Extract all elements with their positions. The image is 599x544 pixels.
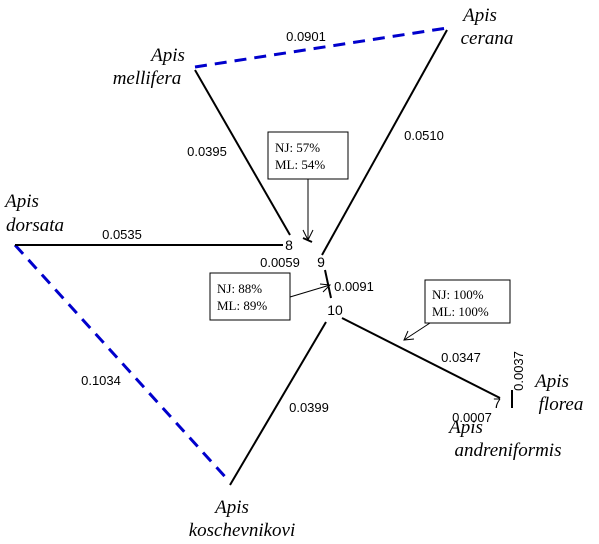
species-genus: Apis bbox=[461, 5, 497, 26]
arrow bbox=[289, 284, 331, 298]
species-name: mellifera bbox=[113, 68, 182, 89]
branch bbox=[229, 321, 327, 486]
node-label: 10 bbox=[327, 302, 343, 318]
branch bbox=[341, 317, 501, 399]
species-name: andreniformis bbox=[455, 440, 562, 461]
arrow-head bbox=[319, 283, 332, 293]
species-genus: Apis bbox=[533, 371, 569, 392]
support-nj: NJ: 100% bbox=[432, 287, 484, 302]
branch-length: 0.0399 bbox=[289, 400, 329, 415]
branch-length: 0.1034 bbox=[81, 373, 121, 388]
arrow bbox=[403, 322, 431, 341]
support-nj: NJ: 57% bbox=[275, 140, 320, 155]
branch-length: 0.0037 bbox=[511, 351, 526, 391]
dashed-link bbox=[194, 26, 448, 69]
species-name: koschevnikovi bbox=[189, 520, 296, 541]
species-genus: Apis bbox=[447, 417, 483, 438]
branch-length: 0.0510 bbox=[404, 128, 444, 143]
arrow-head bbox=[403, 330, 415, 341]
species-name: cerana bbox=[461, 28, 514, 49]
branch-length: 0.0091 bbox=[334, 279, 374, 294]
species-genus: Apis bbox=[213, 497, 249, 518]
branch-length: 0.0007 bbox=[452, 410, 492, 425]
support-box bbox=[424, 279, 511, 324]
branch bbox=[194, 69, 291, 236]
node-label: 9 bbox=[317, 254, 325, 270]
branch-length: 0.0395 bbox=[187, 144, 227, 159]
species-name: dorsata bbox=[6, 215, 64, 236]
branch-length: 0.0901 bbox=[286, 29, 326, 44]
branch-length: 0.0059 bbox=[260, 255, 300, 270]
support-ml: ML: 89% bbox=[217, 298, 267, 313]
branch-length: 0.0347 bbox=[441, 350, 481, 365]
support-box bbox=[209, 272, 291, 321]
support-ml: ML: 54% bbox=[275, 157, 325, 172]
node-label: 8 bbox=[285, 237, 293, 253]
support-ml: ML: 100% bbox=[432, 304, 489, 319]
species-name: florea bbox=[539, 394, 584, 415]
branch bbox=[324, 269, 332, 299]
arrow-head bbox=[302, 229, 314, 242]
dashed-link bbox=[13, 243, 230, 482]
species-genus: Apis bbox=[149, 45, 185, 66]
node-label: 7 bbox=[493, 395, 501, 411]
species-genus: Apis bbox=[3, 191, 39, 212]
branch-length: 0.0535 bbox=[102, 227, 142, 242]
support-nj: NJ: 88% bbox=[217, 281, 262, 296]
branch bbox=[321, 29, 448, 256]
